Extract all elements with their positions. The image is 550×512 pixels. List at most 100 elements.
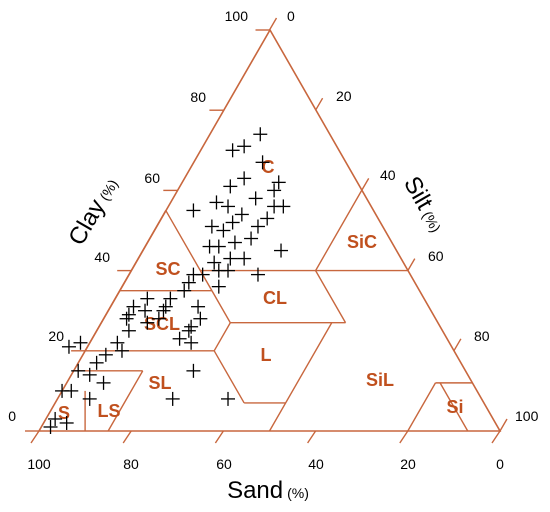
silt-tick [407,258,416,271]
data-point [140,291,155,306]
silt-tick [453,338,462,352]
sand-axis-label: Sand [227,477,283,504]
data-point [211,263,226,278]
class-boundary [268,322,333,432]
sand-tick [491,430,501,444]
svg-text:Clay(%): Clay(%) [63,173,123,250]
data-point [55,383,70,398]
data-point [59,415,74,430]
class-boundary [119,210,167,291]
data-point [43,419,58,434]
silt-tick-label: 100 [515,408,539,424]
sand-tick [122,430,132,444]
clay-tick-labels: 100 80 60 40 20 0 [8,8,248,424]
sand-tick-label: 40 [308,456,324,472]
sand-tick [307,430,317,444]
texture-class-labels: C SiC SC CL SCL L SiL SL LS S Si [58,157,464,423]
data-point [250,219,265,234]
data-point [216,223,231,238]
data-point [119,311,134,326]
silt-tick [499,418,508,432]
data-point [248,191,263,206]
data-point [181,323,196,338]
data-point [138,303,153,318]
data-point [209,195,224,210]
class-boundary [439,382,469,432]
data-point [207,255,222,270]
sand-tick-labels: 100 80 60 40 20 0 [27,456,504,472]
silt-tick-label: 60 [428,248,444,264]
data-point [193,311,208,326]
data-point [158,299,173,314]
sand-tick [30,430,40,444]
data-point [126,299,141,314]
data-point [204,219,219,234]
data-point [244,231,259,246]
data-point [98,347,113,362]
clay-tick-label: 40 [94,249,110,265]
silt-tick-label: 0 [287,8,295,24]
data-point [250,267,265,282]
data-point [221,391,236,406]
class-boundary [407,382,437,432]
data-point [184,319,199,334]
clay-tick-label: 60 [144,170,160,186]
region-label-ls: LS [97,401,120,421]
data-point [271,175,286,190]
class-boundary [213,350,245,404]
region-label-sc: SC [155,259,180,279]
sand-axis-unit: (%) [287,485,309,501]
data-point [267,183,282,198]
clay-axis-title: Clay(%) [63,173,123,250]
sand-tick-label: 100 [27,456,51,472]
data-point [223,179,238,194]
class-boundary [213,322,231,352]
data-point [253,127,268,142]
data-point [151,311,166,326]
data-point [186,363,201,378]
tick-marks [25,17,508,444]
region-label-l: L [261,345,272,365]
data-point [234,207,249,222]
region-label-cl: CL [263,288,287,308]
silt-tick-label: 40 [380,167,396,183]
data-point [260,211,275,226]
silt-tick [361,178,370,191]
data-point [186,203,201,218]
data-point [82,391,97,406]
sand-tick-label: 20 [400,456,416,472]
region-label-sic: SiC [347,232,377,252]
data-point [114,343,129,358]
data-point [237,251,252,266]
class-boundary [165,210,201,271]
data-point [163,291,178,306]
data-point [237,171,252,186]
data-point [48,411,63,426]
silt-axis-title: Silt(%) [398,172,451,237]
data-point [156,303,171,318]
clay-axis-label: Clay [63,195,110,250]
data-point [71,363,86,378]
data-point [181,275,196,290]
data-point [140,315,155,330]
data-point [274,243,289,258]
data-point [165,391,180,406]
clay-tick-label: 20 [48,328,64,344]
data-point [211,279,226,294]
data-point [191,299,206,314]
data-point [89,355,104,370]
clay-tick-label: 100 [225,8,249,24]
data-point [177,283,192,298]
data-point [255,155,270,170]
sand-tick-label: 0 [496,456,504,472]
data-point [61,339,76,354]
class-boundary [84,290,121,352]
data-point [221,199,236,214]
sand-tick-label: 60 [216,456,232,472]
data-point [202,239,217,254]
svg-text:Silt(%): Silt(%) [398,172,451,237]
data-point [121,323,136,338]
sand-axis-title: Sand (%) [227,477,309,504]
clay-tick-label: 80 [190,89,206,105]
